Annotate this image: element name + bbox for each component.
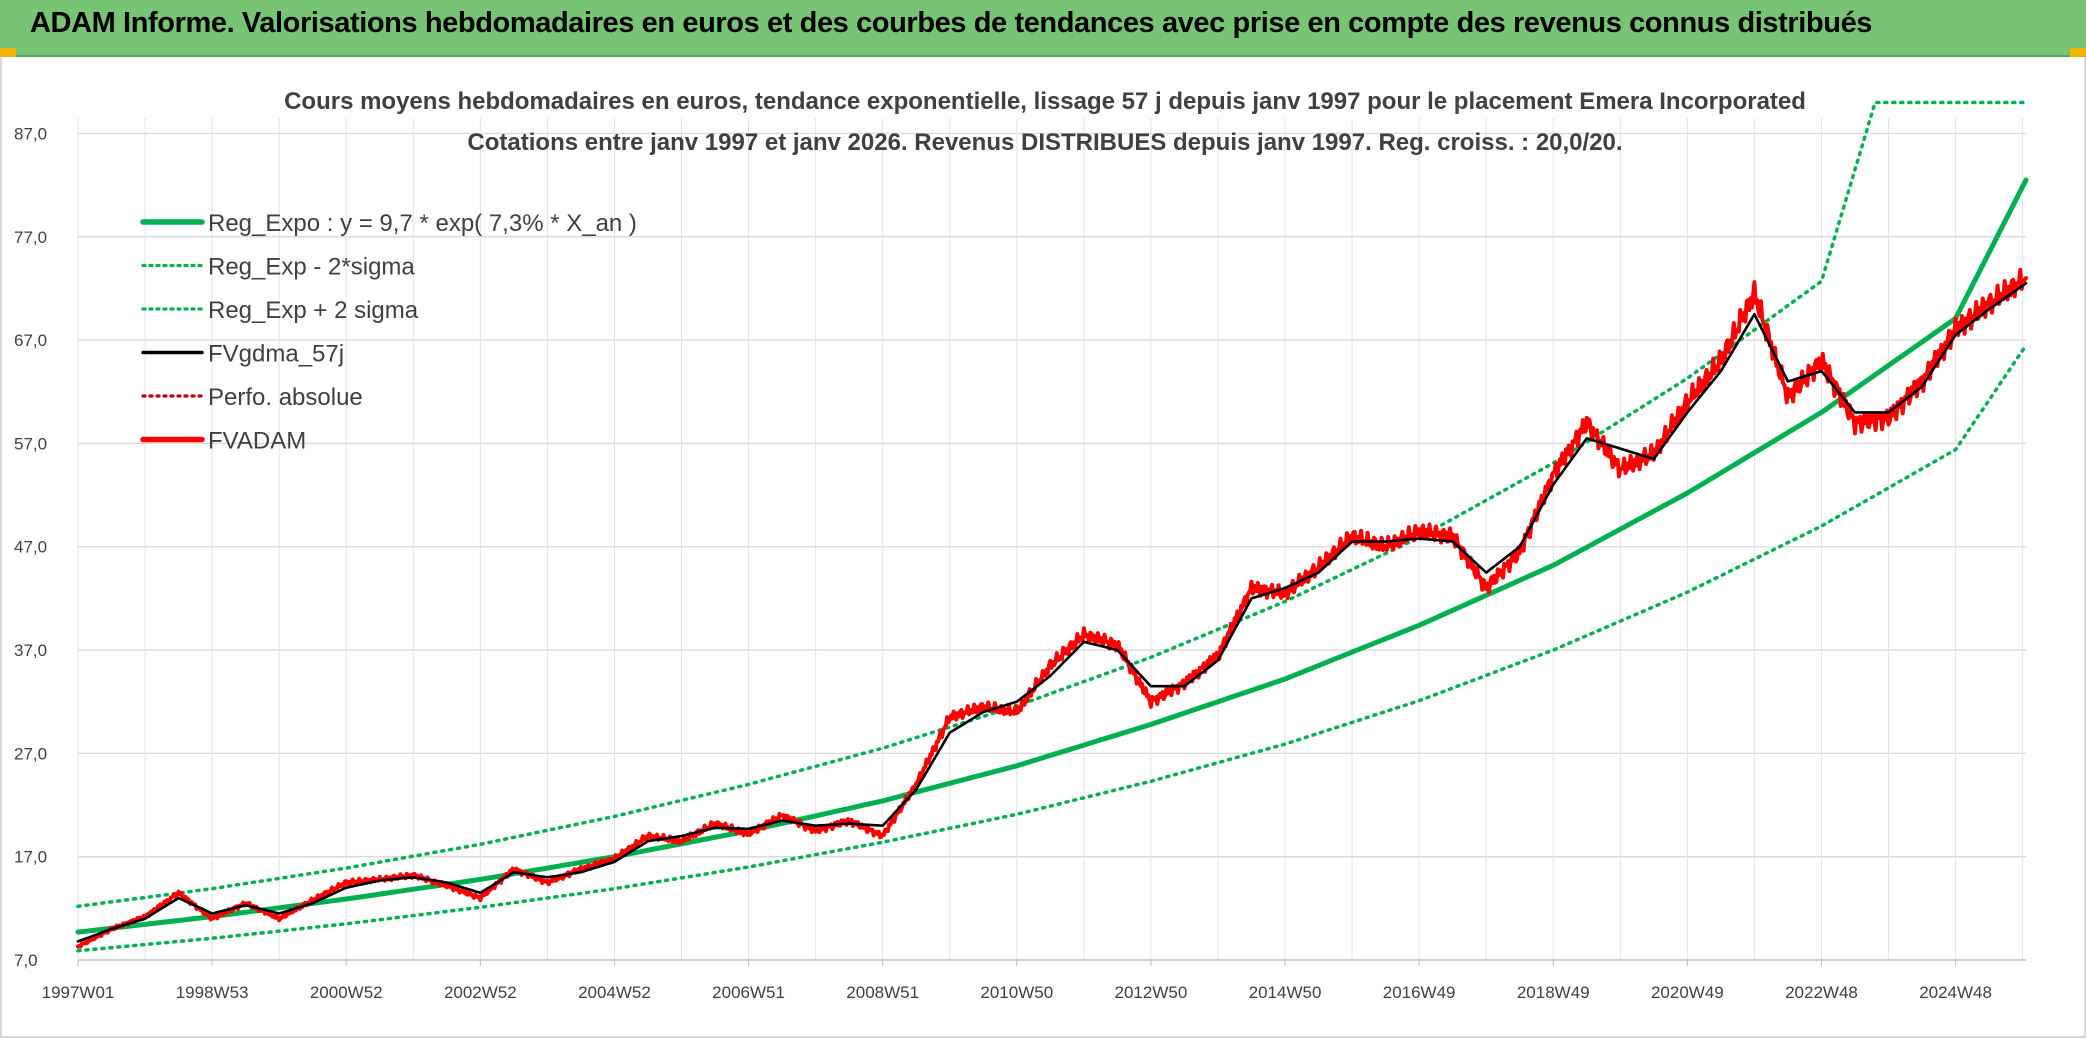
y-tick-label: 47,0 (14, 538, 47, 557)
chart-title-line1: Cours moyens hebdomadaires en euros, ten… (284, 88, 1806, 115)
x-tick-label: 2018W49 (1517, 983, 1590, 1002)
series-fvgdma (76, 281, 2028, 943)
x-tick-label: 2006W51 (712, 983, 785, 1002)
legend-label: Perfo. absolue (208, 384, 363, 411)
y-tick-label: 17,0 (14, 848, 47, 867)
legend-label: Reg_Exp + 2 sigma (208, 297, 419, 324)
x-tick-label: 2024W48 (1919, 983, 1992, 1002)
x-tick-label: 2022W48 (1785, 983, 1858, 1002)
banner-corner-right (2070, 48, 2086, 57)
x-tick-label: 2020W49 (1651, 983, 1724, 1002)
series-reg-plus-2sigma (76, 100, 2028, 909)
x-tick-label: 2010W50 (980, 983, 1053, 1002)
y-tick-label: 67,0 (14, 331, 47, 350)
y-tick-label: 7,0 (14, 951, 38, 970)
x-tick-label: 2016W49 (1383, 983, 1456, 1002)
legend-label: Reg_Exp - 2*sigma (208, 254, 415, 281)
series-reg-expo (75, 177, 2029, 935)
report-banner: ADAM Informe. Valorisations hebdomadaire… (0, 0, 2086, 57)
chart-legend: Reg_Expo : y = 9,7 * exp( 7,3% * X_an ) R… (140, 210, 637, 455)
grid-lines (77, 118, 2026, 961)
x-tick-label: 1997W01 (42, 983, 115, 1002)
x-tick-label: 2002W52 (444, 983, 517, 1002)
y-axis-ticks: 7,0 17,0 27,0 37,0 47,0 57,0 67,0 77,0 87,0 (14, 124, 47, 970)
x-tick-label: 2004W52 (578, 983, 651, 1002)
x-tick-label: 1998W53 (176, 983, 249, 1002)
series-reg-minus-2sigma (76, 343, 2028, 953)
series-fvadam (76, 267, 2028, 949)
legend-label: FVADAM (208, 428, 306, 455)
x-tick-label: 2014W50 (1249, 983, 1322, 1002)
y-tick-label: 77,0 (14, 228, 47, 247)
series-lines (75, 100, 2029, 953)
chart-title-line2: Cotations entre janv 1997 et janv 2026. … (467, 129, 1622, 156)
y-tick-label: 87,0 (14, 124, 47, 143)
y-tick-label: 27,0 (14, 744, 47, 763)
y-tick-label: 37,0 (14, 641, 47, 660)
x-tick-label: 2008W51 (846, 983, 919, 1002)
x-axis-ticks: 1997W01 1998W53 2000W52 2002W52 2004W52 2006W… (42, 959, 2026, 1002)
y-tick-label: 57,0 (14, 434, 47, 453)
x-tick-label: 2000W52 (310, 983, 383, 1002)
banner-corner-left (0, 48, 16, 57)
legend-label: FVgdma_57j (208, 341, 344, 368)
x-tick-label: 2012W50 (1115, 983, 1188, 1002)
banner-title: ADAM Informe. Valorisations hebdomadaire… (30, 7, 1873, 39)
legend-label: Reg_Expo : y = 9,7 * exp( 7,3% * X_an ) (208, 210, 637, 237)
